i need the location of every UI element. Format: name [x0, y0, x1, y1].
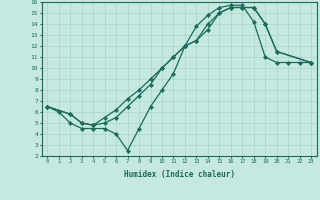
X-axis label: Humidex (Indice chaleur): Humidex (Indice chaleur): [124, 170, 235, 179]
